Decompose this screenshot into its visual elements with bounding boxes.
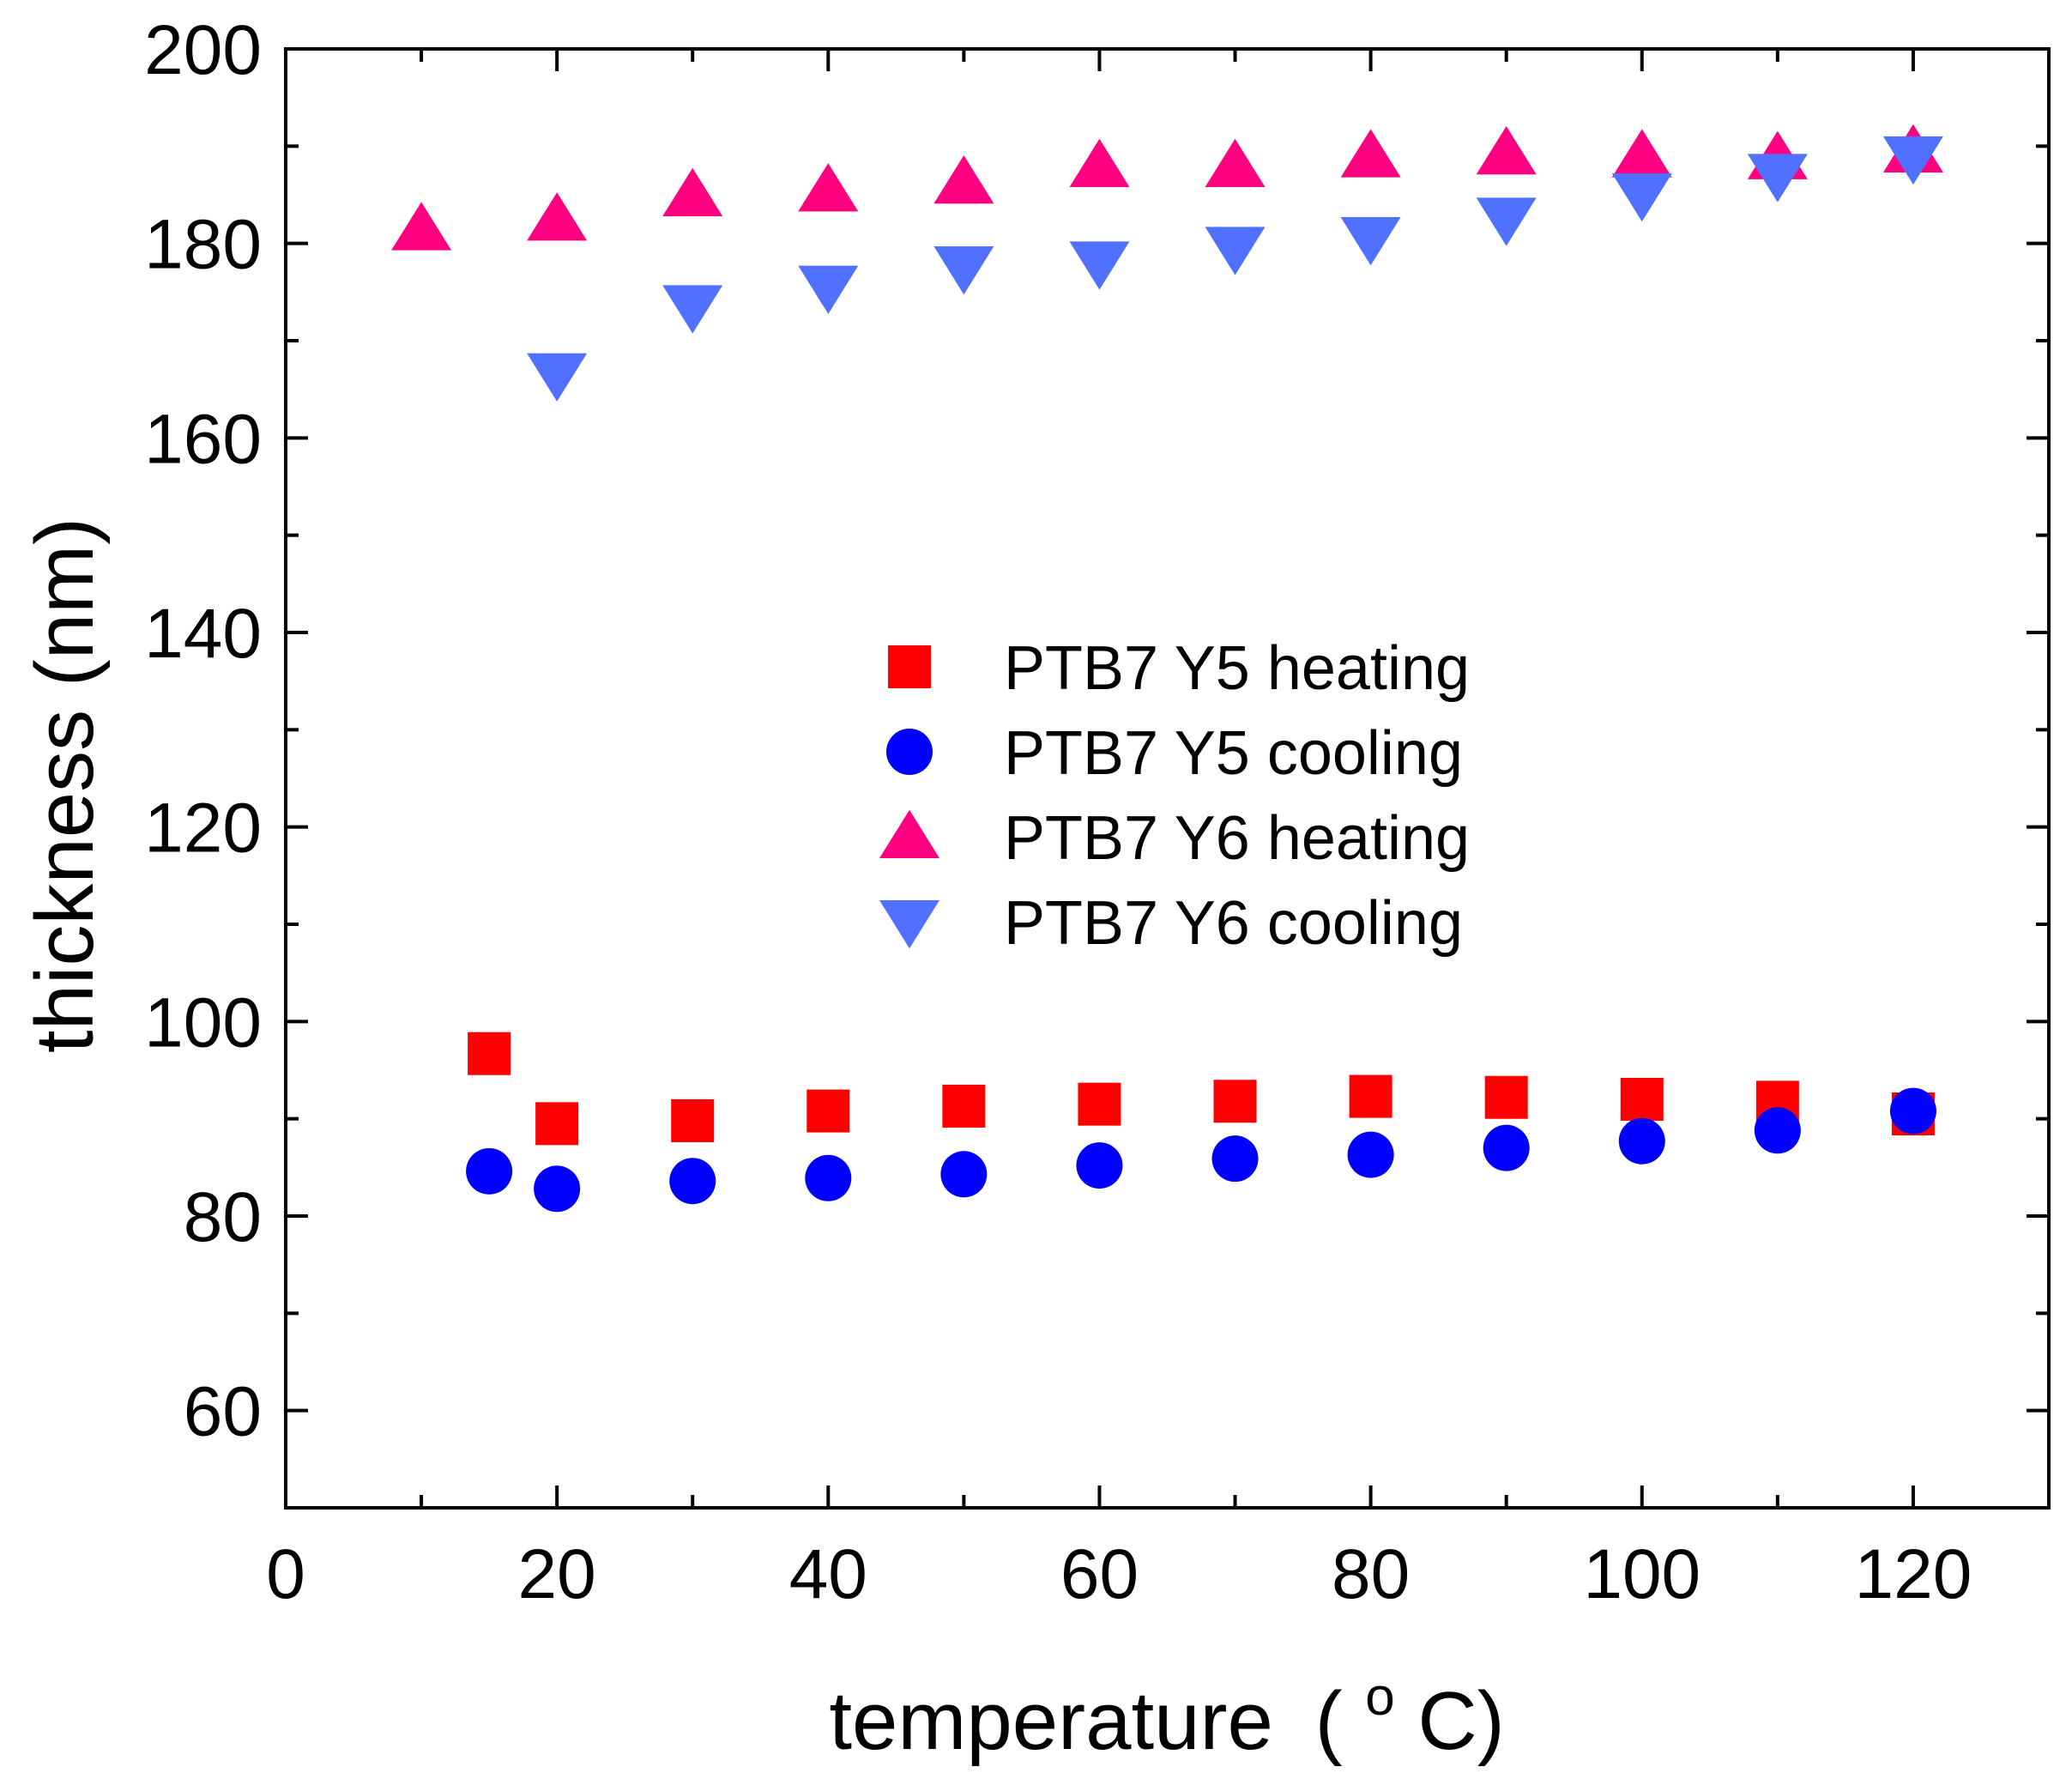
y6-cooling-point <box>1205 227 1266 275</box>
y5-cooling-point <box>1483 1124 1530 1171</box>
y6-cooling-point <box>798 265 859 314</box>
y6-cooling-point <box>527 353 588 402</box>
y6-heating-point <box>933 155 994 204</box>
y5-heating-point <box>1078 1082 1121 1126</box>
y-tick-label: 60 <box>184 1373 262 1451</box>
y6-cooling-point <box>1882 136 1943 185</box>
series-y6-heating <box>391 124 1943 251</box>
y5-heating-point <box>535 1102 579 1146</box>
y-tick-label: 120 <box>144 790 262 868</box>
y-tick-label: 100 <box>144 983 262 1062</box>
y5-heating-point <box>1349 1074 1392 1118</box>
series-y5-cooling <box>466 1087 1936 1213</box>
x-tick-label: 120 <box>1855 1535 1972 1613</box>
series-y5-heating <box>468 1032 1935 1146</box>
x-axis-title-unit-open: ( <box>1315 1675 1343 1767</box>
plot-frame <box>284 47 2051 1510</box>
y5-heating-point <box>671 1098 715 1142</box>
y6-cooling-point <box>1069 241 1130 290</box>
y6-cooling-point <box>933 246 994 295</box>
y-tick-label: 200 <box>144 11 262 89</box>
y5-heating-point <box>1484 1075 1528 1119</box>
y5-heating-point <box>1213 1080 1257 1123</box>
y6-cooling-point <box>1747 154 1808 203</box>
y5-cooling-point <box>669 1158 716 1205</box>
y5-cooling-point <box>940 1151 988 1198</box>
x-axis-title-unit-sup: o <box>1365 1667 1394 1727</box>
y-tick-label: 80 <box>184 1178 262 1256</box>
x-tick-label: 40 <box>789 1535 867 1613</box>
legend-label-y6-heating: PTB7 Y6 heating <box>1004 804 1470 873</box>
x-tick-label: 80 <box>1332 1535 1410 1613</box>
y6-cooling-point <box>1476 197 1537 246</box>
y6-heating-point <box>1069 138 1130 187</box>
y-tick-label: 160 <box>144 400 262 478</box>
y6-cooling-point <box>1340 217 1401 266</box>
y5-heating-point <box>806 1089 850 1133</box>
series-y6-cooling <box>527 136 1943 402</box>
y6-heating-point <box>798 163 859 212</box>
x-tick-label: 20 <box>518 1535 596 1613</box>
legend-marker-y5-cooling <box>886 729 933 775</box>
x-axis-title-unit-close: C) <box>1417 1675 1504 1767</box>
y-axis-title: thickness (nm) <box>19 517 111 1053</box>
legend-marker-y5-heating <box>888 645 931 688</box>
y5-cooling-point <box>1889 1087 1936 1135</box>
y5-heating-point <box>1620 1078 1664 1121</box>
y6-heating-point <box>1611 129 1672 178</box>
y5-cooling-point <box>1211 1135 1259 1183</box>
legend-label-y5-cooling: PTB7 Y5 cooling <box>1004 719 1463 788</box>
y6-heating-point <box>1340 129 1401 178</box>
x-tick-label: 0 <box>266 1535 305 1613</box>
x-tick-label: 60 <box>1060 1535 1139 1613</box>
x-axis-title-text: temperature <box>829 1675 1273 1767</box>
y6-cooling-point <box>662 285 723 334</box>
y6-heating-point <box>662 167 723 216</box>
y5-cooling-point <box>805 1154 852 1201</box>
legend-marker-y6-cooling <box>879 900 939 949</box>
y5-cooling-point <box>1076 1142 1123 1189</box>
y5-cooling-point <box>466 1147 513 1195</box>
y-tick-label: 180 <box>144 206 262 284</box>
legend-label-y6-cooling: PTB7 Y6 cooling <box>1004 889 1463 958</box>
y5-cooling-point <box>1754 1107 1801 1154</box>
y6-heating-point <box>1476 126 1537 175</box>
y5-cooling-point <box>534 1165 581 1213</box>
y6-heating-point <box>1205 138 1266 187</box>
y5-heating-point <box>468 1032 511 1075</box>
y5-heating-point <box>942 1084 986 1128</box>
y-tick-label: 140 <box>144 595 262 673</box>
y5-cooling-point <box>1347 1131 1394 1178</box>
legend-marker-y6-heating <box>879 809 939 858</box>
x-axis-title: temperature ( o C) <box>829 1641 1504 1767</box>
y6-heating-point <box>391 202 452 251</box>
y6-heating-point <box>527 192 588 241</box>
x-tick-label: 100 <box>1583 1535 1700 1613</box>
y6-cooling-point <box>1611 173 1672 222</box>
legend-label-y5-heating: PTB7 Y5 heating <box>1004 634 1470 703</box>
y5-cooling-point <box>1618 1117 1665 1165</box>
